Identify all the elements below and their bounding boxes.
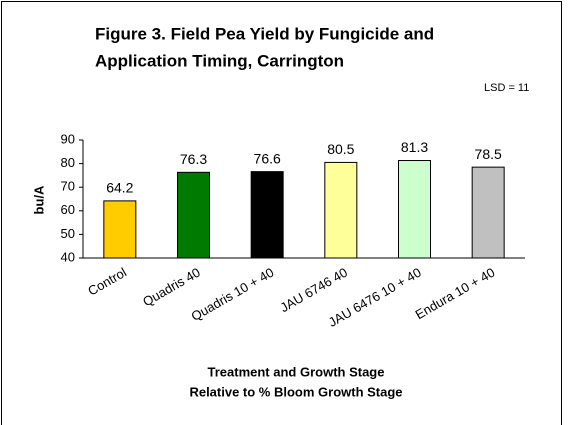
y-tick-label: 60	[61, 202, 75, 217]
y-tick-label: 70	[61, 179, 75, 194]
x-axis-label: Treatment and Growth Stage	[208, 364, 385, 379]
data-label: 76.3	[180, 151, 207, 167]
bar	[103, 200, 137, 259]
x-tick-label: Quadris 40	[140, 265, 203, 310]
bar	[250, 171, 284, 259]
bar	[398, 160, 431, 259]
x-tick-label: Quadris 10 + 40	[188, 265, 276, 324]
y-axis-label: bu/A	[31, 185, 46, 214]
x-axis-label: Relative to % Bloom Growth Stage	[189, 384, 402, 399]
data-label: 81.3	[401, 139, 428, 155]
data-label: 64.2	[106, 180, 133, 196]
data-label: 78.5	[475, 146, 502, 162]
y-tick-label: 80	[61, 155, 75, 170]
data-label: 80.5	[327, 141, 354, 157]
data-label: 76.6	[254, 150, 281, 166]
bar	[324, 161, 358, 259]
x-tick-label: Endura 10 + 40	[413, 265, 498, 323]
bar	[471, 166, 505, 259]
bar	[177, 171, 210, 259]
chart-title: Application Timing, Carrington	[95, 51, 344, 70]
y-tick-label: 40	[61, 249, 75, 264]
y-tick-label: 90	[61, 131, 75, 146]
x-tick-label: Control	[85, 265, 129, 299]
x-tick-label: JAU 6746 40	[277, 265, 350, 316]
annotation: LSD = 11	[484, 82, 529, 94]
y-tick-label: 50	[61, 226, 75, 241]
chart-title: Figure 3. Field Pea Yield by Fungicide a…	[95, 24, 434, 43]
